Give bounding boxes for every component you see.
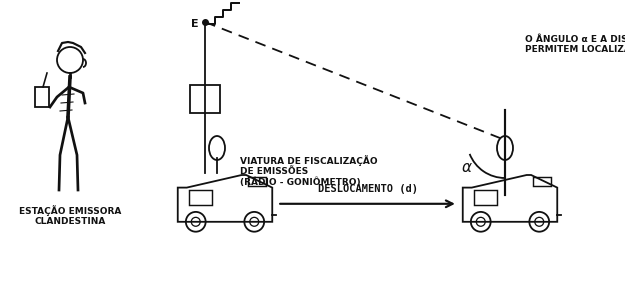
Text: E: E <box>191 19 199 29</box>
Bar <box>190 85 220 113</box>
Text: VIATURA DE FISCALIZAÇÃO
DE EMISSÕES
(RÁDIO - GONIÔMETRO): VIATURA DE FISCALIZAÇÃO DE EMISSÕES (RÁD… <box>240 155 378 187</box>
Text: α: α <box>462 160 472 175</box>
Text: ESTAÇÃO EMISSORA
CLANDESTINA: ESTAÇÃO EMISSORA CLANDESTINA <box>19 205 121 226</box>
Bar <box>248 177 266 186</box>
Bar <box>533 177 551 186</box>
Bar <box>35 87 49 107</box>
Text: O ÂNGULO α E A DISTÂNCIA d
PERMITEM LOCALIZAR E: O ÂNGULO α E A DISTÂNCIA d PERMITEM LOCA… <box>525 35 625 54</box>
Bar <box>474 190 497 205</box>
Bar <box>189 190 212 205</box>
Text: DESLOCAMENTO (d): DESLOCAMENTO (d) <box>318 184 418 194</box>
